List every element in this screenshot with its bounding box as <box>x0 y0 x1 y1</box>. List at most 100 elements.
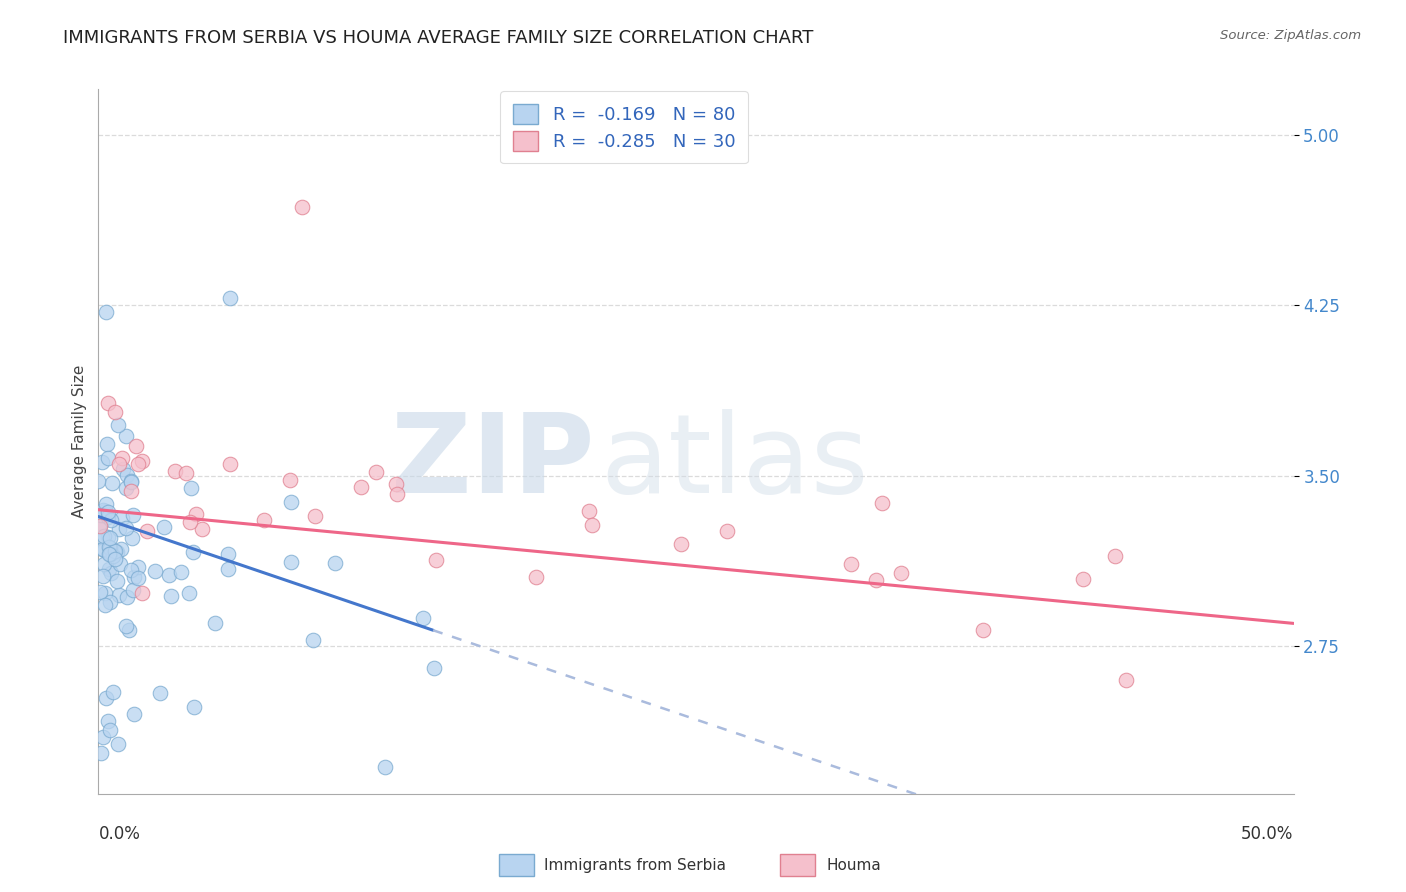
Point <box>91 502 114 516</box>
Point <box>159 590 181 604</box>
Point <box>91 542 114 557</box>
Point <box>972 624 994 638</box>
Point <box>97 505 120 519</box>
Point <box>108 522 131 536</box>
Point <box>115 590 138 604</box>
Point <box>385 477 408 491</box>
Point <box>96 437 118 451</box>
Text: Houma: Houma <box>827 858 882 872</box>
Point <box>97 396 120 410</box>
Point <box>578 504 600 518</box>
Point <box>291 201 314 215</box>
Point <box>581 517 603 532</box>
Point <box>136 524 159 538</box>
Point <box>100 531 122 545</box>
Point <box>890 566 912 580</box>
Point <box>423 661 446 675</box>
Point <box>118 624 141 638</box>
Point <box>131 586 153 600</box>
Point <box>98 723 122 738</box>
Text: atlas: atlas <box>600 409 869 516</box>
Point <box>157 567 180 582</box>
Point <box>110 542 132 557</box>
Point <box>1104 549 1126 564</box>
Point <box>91 569 114 583</box>
Point <box>108 457 131 471</box>
Point <box>181 545 204 559</box>
Point <box>323 556 346 570</box>
Point <box>94 503 117 517</box>
Point <box>1071 572 1094 586</box>
Point <box>122 582 145 597</box>
Point <box>174 467 197 481</box>
Point <box>112 461 135 475</box>
Point <box>104 551 127 566</box>
Point <box>91 730 114 744</box>
Point <box>94 598 117 612</box>
Point <box>115 619 138 633</box>
Point <box>865 573 887 587</box>
Point <box>124 707 146 722</box>
Point <box>107 737 129 751</box>
Point <box>101 684 124 698</box>
Point <box>179 515 201 529</box>
Point <box>89 584 111 599</box>
Point <box>94 305 117 319</box>
Point <box>90 508 112 522</box>
Legend: R =  -0.169   N = 80, R =  -0.285   N = 30: R = -0.169 N = 80, R = -0.285 N = 30 <box>501 91 748 163</box>
Point <box>180 481 202 495</box>
Point <box>94 586 117 600</box>
Point <box>125 439 148 453</box>
Text: 50.0%: 50.0% <box>1241 825 1294 843</box>
Point <box>87 517 110 532</box>
Point <box>253 513 276 527</box>
Y-axis label: Average Family Size: Average Family Size <box>72 365 87 518</box>
Point <box>170 565 193 579</box>
Point <box>278 473 301 487</box>
Point <box>104 405 127 419</box>
Point <box>98 547 121 561</box>
Point <box>177 586 200 600</box>
Point <box>120 474 142 488</box>
Point <box>153 520 176 534</box>
Point <box>96 497 118 511</box>
Point <box>90 455 112 469</box>
Point <box>89 518 111 533</box>
Point <box>121 563 143 577</box>
Point <box>97 540 120 554</box>
Point <box>131 454 153 468</box>
Point <box>100 566 122 581</box>
Point <box>120 475 142 490</box>
Point <box>302 632 325 647</box>
Point <box>97 714 120 728</box>
Point <box>122 570 145 584</box>
Point <box>191 522 214 536</box>
Point <box>115 429 138 443</box>
Point <box>280 556 302 570</box>
Text: Immigrants from Serbia: Immigrants from Serbia <box>544 858 725 872</box>
Point <box>93 542 115 557</box>
Point <box>217 548 239 562</box>
Point <box>93 529 115 543</box>
Point <box>149 686 172 700</box>
Point <box>526 570 548 584</box>
Point <box>127 571 149 585</box>
Point <box>219 291 242 305</box>
Point <box>98 547 121 561</box>
Point <box>87 475 110 489</box>
Point <box>98 541 121 555</box>
Point <box>97 530 120 544</box>
Point <box>839 557 862 571</box>
Point <box>105 574 128 589</box>
Point <box>91 531 114 545</box>
Point <box>219 457 242 471</box>
Point <box>366 465 388 479</box>
Point <box>1115 673 1137 688</box>
Point <box>111 511 134 525</box>
Point <box>870 496 893 510</box>
Point <box>143 564 166 578</box>
Point <box>412 611 434 625</box>
Text: 0.0%: 0.0% <box>98 825 141 843</box>
Point <box>107 417 129 432</box>
Point <box>122 508 145 522</box>
